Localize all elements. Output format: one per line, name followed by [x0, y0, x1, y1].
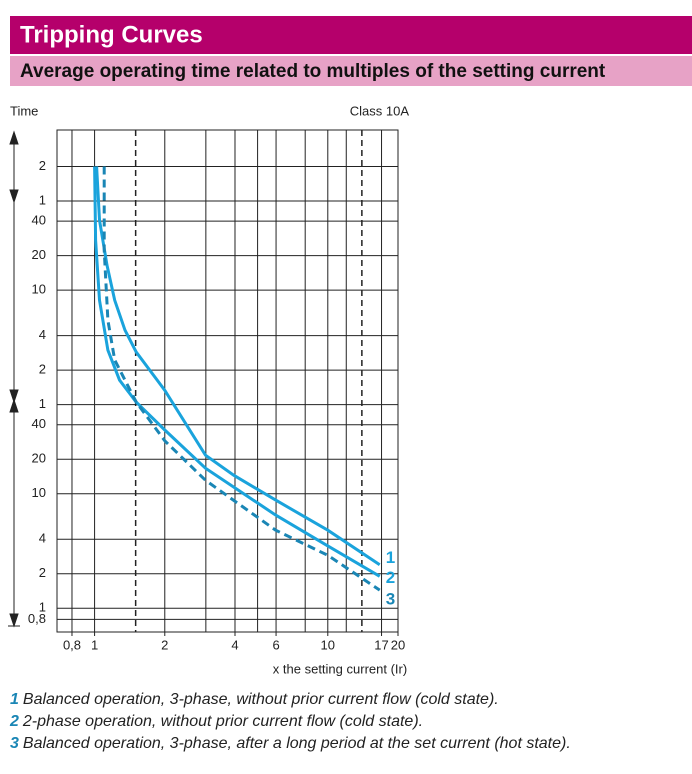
legend-text: Balanced operation, 3-phase, without pri… [23, 691, 499, 708]
curve-label: 3 [386, 590, 395, 609]
title-bar [10, 16, 692, 54]
y-tick-label: 1 [39, 192, 46, 207]
y-tick-label: 2 [39, 158, 46, 173]
subtitle-bar [10, 56, 692, 86]
y-tick-label: 40 [32, 416, 46, 431]
curve-label: 1 [386, 548, 395, 567]
time-axis [8, 130, 20, 628]
y-tick-label: 2 [39, 565, 46, 580]
x-tick-label: 4 [231, 637, 238, 652]
legend-item: 1 Balanced operation, 3-phase, without pr… [10, 691, 499, 708]
legend-number: 3 [10, 735, 19, 752]
x-tick-label: 17 [374, 637, 388, 652]
y-tick-label: 10 [32, 485, 46, 500]
y-tick-label: 1 [39, 396, 46, 411]
curve [95, 166, 381, 566]
curve [102, 166, 381, 592]
annotation: Class 10A [350, 103, 410, 118]
x-tick-label: 6 [272, 637, 279, 652]
legend: 1 Balanced operation, 3-phase, without pr… [9, 691, 571, 752]
curve [93, 166, 381, 578]
y-tick-label: 4 [39, 531, 46, 546]
legend-text: Balanced operation, 3-phase, after a lon… [23, 735, 571, 752]
curve-label: 2 [386, 568, 395, 587]
y-tick-label: 20 [32, 247, 46, 262]
legend-item: 2 2-phase operation, without prior curren… [9, 713, 423, 730]
legend-text: 2-phase operation, without prior current… [22, 713, 423, 730]
chart-subtitle: Average operating time related to multip… [20, 61, 606, 82]
x-axis-label: x the setting current (Ir) [273, 661, 407, 676]
legend-number: 2 [9, 713, 19, 730]
y-tick-label: 40 [32, 213, 46, 228]
y-axis-label: Time [10, 103, 38, 118]
x-tick-label: 1 [91, 637, 98, 652]
x-tick-label: 10 [321, 637, 335, 652]
x-tick-label: 20 [391, 637, 405, 652]
y-tick-label: 10 [32, 282, 46, 297]
y-tick-label: 4 [39, 327, 46, 342]
chart-title: Tripping Curves [20, 21, 203, 48]
x-tick-label: 2 [161, 637, 168, 652]
legend-number: 1 [10, 691, 19, 708]
legend-item: 3 Balanced operation, 3-phase, after a lo… [10, 735, 571, 752]
y-tick-label: 0,8 [28, 611, 46, 626]
y-tick-label: 1 [39, 600, 46, 615]
y-tick-label: 2 [39, 362, 46, 377]
y-tick-label: 20 [32, 451, 46, 466]
x-tick-label: 0,8 [63, 637, 81, 652]
